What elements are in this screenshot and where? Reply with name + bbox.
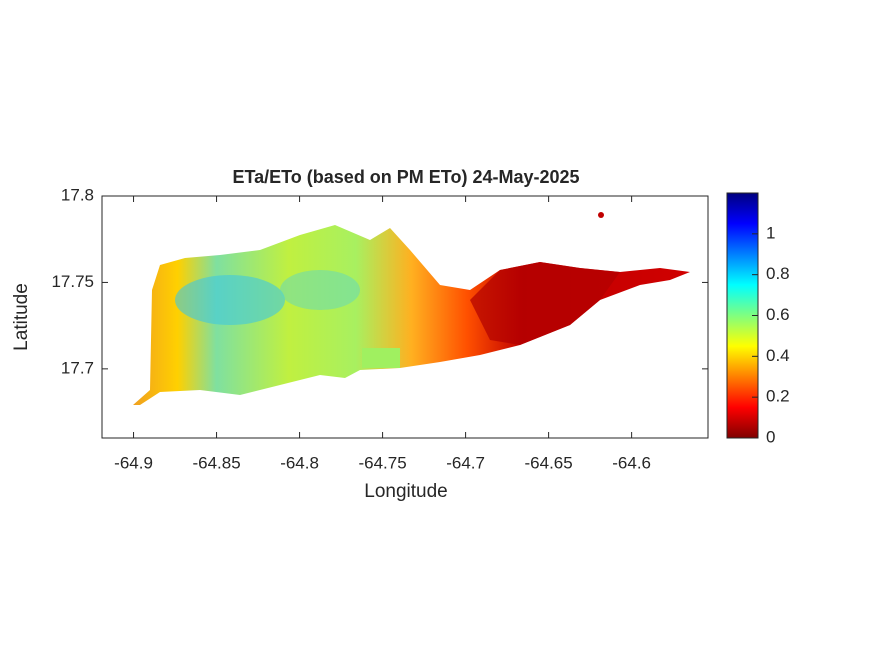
x-tick-label: -64.7 [446,453,485,472]
y-tick-label: 17.75 [51,272,94,291]
y-axis-label: Latitude [11,283,32,351]
y-tick-label: 17.7 [61,358,94,377]
y-tick-label: 17.8 [61,185,94,204]
x-tick-label: -64.65 [525,453,573,472]
colorbar-tick-label: 0.8 [766,264,790,283]
x-axis-label: Longitude [364,481,447,502]
x-tick-label: -64.9 [114,453,153,472]
colorbar-tick-label: 0.2 [766,387,790,406]
x-tick-label: -64.6 [612,453,651,472]
island [133,212,690,405]
x-tick-label: -64.85 [192,453,240,472]
colorbar-tick-label: 1 [766,223,775,242]
x-tick-label: -64.8 [280,453,319,472]
chart-title: ETa/ETo (based on PM ETo) 24-May-2025 [232,167,579,187]
colorbar-tick-label: 0.6 [766,305,790,324]
x-tick-label: -64.75 [358,453,406,472]
colorbar-tick-label: 0 [766,427,775,446]
colorbar-tick-label: 0.4 [766,346,790,365]
